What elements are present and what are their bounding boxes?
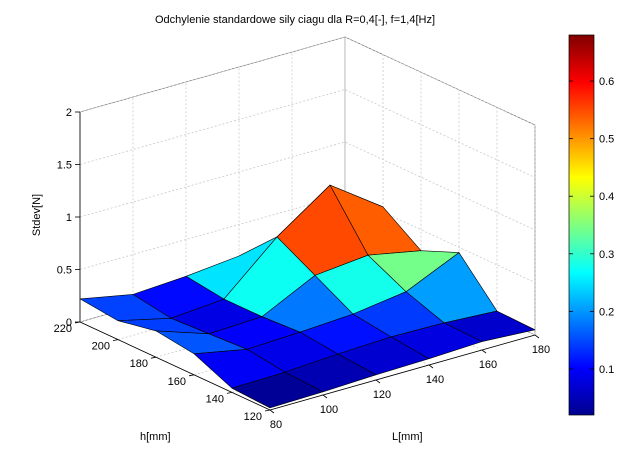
colorbar-tick-label: 0.5 — [599, 134, 614, 146]
z-axis-label: Stdev[N] — [31, 194, 43, 236]
y-axis-label: h[mm] — [140, 431, 171, 443]
x-tick-mark — [322, 394, 328, 399]
z-tick-label: 1.5 — [57, 160, 72, 172]
colorbar-tick-label: 0.1 — [599, 364, 614, 376]
x-tick-label: 80 — [270, 419, 282, 431]
y-tick-label: 120 — [244, 411, 262, 423]
z-tick-label: 1 — [66, 212, 72, 224]
colorbar: 0.1 0.2 0.3 0.4 0.5 0.6 — [568, 34, 614, 416]
y-tick-mark — [112, 339, 119, 341]
colorbar-tick-label: 0.2 — [599, 306, 614, 318]
x-axis-line — [269, 334, 536, 411]
y-tick-mark — [150, 356, 157, 359]
y-tick-mark — [264, 409, 271, 412]
x-tick-label: 120 — [373, 389, 391, 401]
x-tick-label: 140 — [426, 374, 444, 386]
x-tick-mark — [269, 409, 275, 414]
y-tick-label: 180 — [130, 358, 148, 370]
y-tick-mark — [188, 374, 195, 377]
y-tick-label: 140 — [206, 393, 224, 405]
x-tick-mark — [428, 364, 434, 369]
z-tick-label: 0.5 — [57, 265, 72, 277]
colorbar-tick-label: 0.6 — [599, 76, 614, 88]
surface-mesh — [79, 184, 536, 409]
x-axis-label: L[mm] — [392, 431, 423, 443]
z-tick-label: 2 — [66, 107, 72, 119]
y-tick-mark — [226, 392, 233, 394]
y-axis-line — [79, 321, 271, 411]
surface-patch — [231, 371, 324, 409]
x-tick-mark — [481, 349, 487, 354]
x-tick-label: 100 — [320, 404, 338, 416]
y-tick-label: 160 — [168, 376, 186, 388]
chart-title: Odchylenie standardowe sily ciagu dla R=… — [154, 14, 436, 26]
colorbar-tick-label: 0.3 — [599, 249, 614, 261]
colorbar-gradient — [568, 34, 595, 416]
x-tick-mark — [534, 334, 540, 339]
colorbar-tick-label: 0.4 — [599, 191, 614, 203]
x-tick-label: 160 — [479, 359, 497, 371]
y-tick-label: 220 — [54, 323, 72, 335]
y-tick-label: 200 — [92, 341, 110, 353]
x-tick-label: 180 — [532, 344, 550, 356]
x-tick-mark — [375, 379, 381, 384]
z-tick-label: 0 — [66, 317, 72, 329]
